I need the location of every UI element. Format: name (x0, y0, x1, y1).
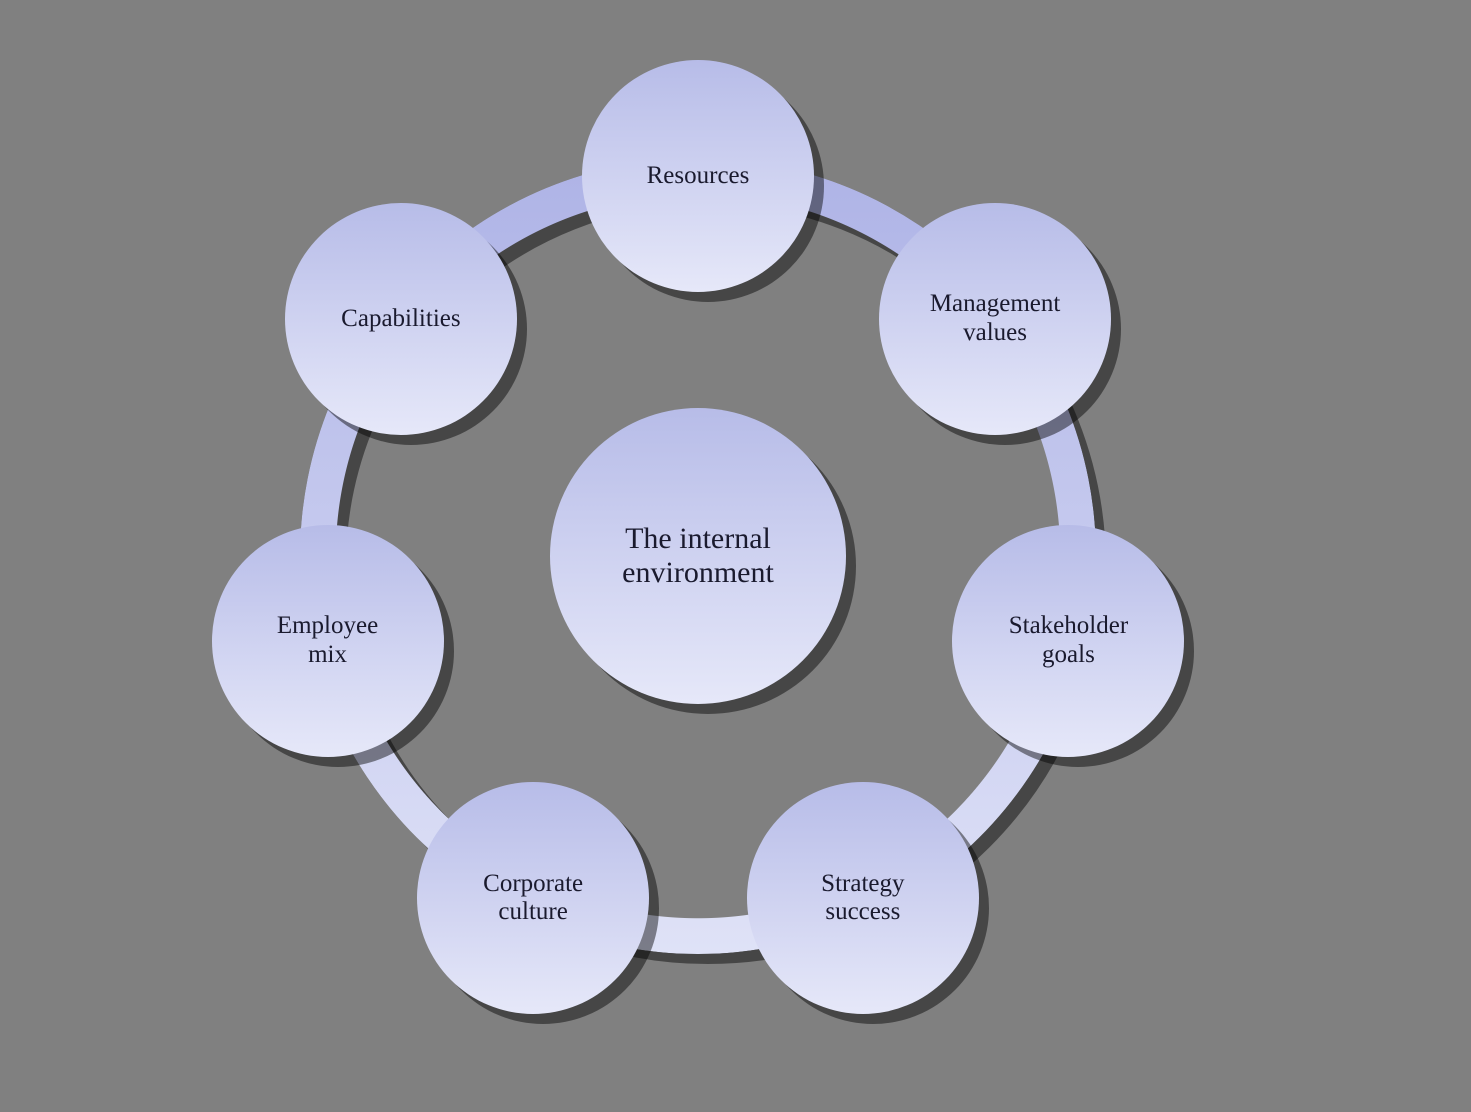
outer-node-management-values-label: Managementvalues (930, 290, 1061, 348)
outer-node-capabilities: Capabilities (285, 203, 517, 435)
outer-node-stakeholder-goals-label: Stakeholdergoals (1009, 612, 1128, 670)
center-node: The internalenvironment (550, 408, 846, 704)
outer-node-corporate-culture: Corporateculture (417, 782, 649, 1014)
outer-node-corporate-culture-label: Corporateculture (483, 870, 583, 928)
outer-node-strategy-success-label: Strategysuccess (821, 870, 904, 928)
outer-node-strategy-success: Strategysuccess (747, 782, 979, 1014)
outer-node-employee-mix-label: Employeemix (277, 612, 378, 670)
outer-node-stakeholder-goals: Stakeholdergoals (952, 525, 1184, 757)
outer-node-employee-mix: Employeemix (212, 525, 444, 757)
outer-node-resources-label: Resources (647, 162, 750, 191)
center-node-label: The internalenvironment (622, 522, 774, 591)
internal-environment-diagram: The internalenvironment Resources Manageme… (0, 0, 1471, 1112)
outer-node-resources: Resources (582, 60, 814, 292)
outer-node-management-values: Managementvalues (879, 203, 1111, 435)
outer-node-capabilities-label: Capabilities (341, 305, 460, 334)
